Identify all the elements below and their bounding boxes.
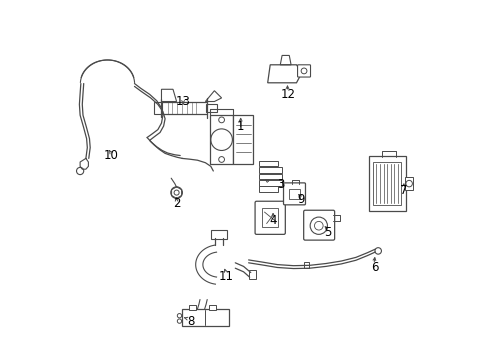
Bar bbox=[289, 189, 300, 199]
Text: 8: 8 bbox=[187, 315, 195, 328]
Bar bbox=[233, 115, 253, 164]
Bar bbox=[154, 102, 162, 114]
FancyBboxPatch shape bbox=[259, 167, 282, 173]
Bar bbox=[209, 305, 216, 310]
Text: 11: 11 bbox=[219, 270, 234, 283]
Text: 10: 10 bbox=[104, 149, 119, 162]
Bar bbox=[304, 262, 309, 268]
Bar bbox=[373, 162, 401, 205]
Bar bbox=[405, 177, 413, 190]
Text: 6: 6 bbox=[371, 261, 378, 274]
FancyBboxPatch shape bbox=[255, 201, 285, 234]
Text: 2: 2 bbox=[173, 197, 180, 210]
Bar bbox=[211, 230, 227, 239]
FancyBboxPatch shape bbox=[259, 186, 278, 192]
Text: 5: 5 bbox=[324, 226, 332, 239]
Bar bbox=[206, 104, 217, 112]
Bar bbox=[210, 115, 233, 164]
Text: 9: 9 bbox=[297, 193, 305, 206]
FancyBboxPatch shape bbox=[284, 183, 305, 205]
Text: 13: 13 bbox=[175, 95, 191, 108]
Bar bbox=[262, 208, 278, 227]
Text: 7: 7 bbox=[400, 184, 407, 197]
Text: 1: 1 bbox=[237, 120, 245, 133]
FancyBboxPatch shape bbox=[304, 210, 335, 240]
FancyBboxPatch shape bbox=[182, 309, 229, 326]
Bar bbox=[248, 270, 256, 279]
Text: 4: 4 bbox=[270, 214, 277, 227]
Text: 3: 3 bbox=[277, 178, 284, 191]
FancyBboxPatch shape bbox=[259, 161, 278, 166]
FancyBboxPatch shape bbox=[259, 174, 282, 179]
FancyBboxPatch shape bbox=[369, 156, 406, 211]
Bar bbox=[189, 305, 196, 310]
FancyBboxPatch shape bbox=[297, 65, 311, 77]
FancyBboxPatch shape bbox=[259, 180, 282, 186]
Text: 12: 12 bbox=[281, 88, 295, 101]
